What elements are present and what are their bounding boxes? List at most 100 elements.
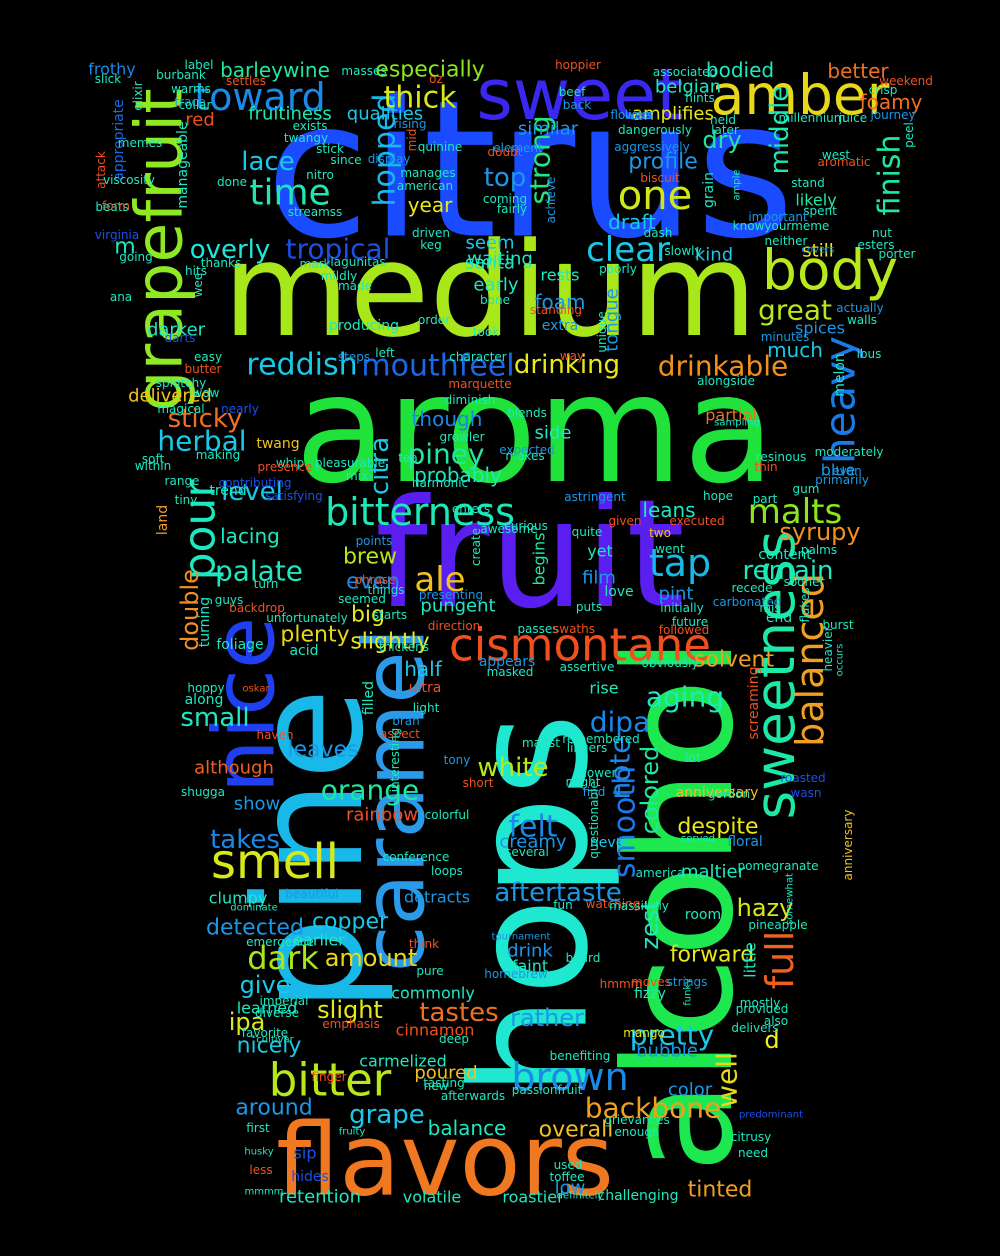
- word: red: [185, 110, 215, 131]
- word: twangy: [284, 131, 328, 145]
- word: flowers: [610, 108, 653, 122]
- word: end: [766, 610, 792, 626]
- word: licks: [625, 108, 651, 122]
- word: rather: [510, 1004, 584, 1032]
- word: melon: [832, 353, 848, 397]
- word: creamy: [499, 832, 567, 853]
- word: dash: [644, 226, 673, 240]
- word: rests: [540, 266, 579, 285]
- word: attack: [94, 151, 108, 189]
- word: find: [583, 785, 606, 799]
- word: assertive: [560, 660, 615, 674]
- word: palate: [215, 555, 303, 588]
- word: medium: [223, 214, 757, 366]
- word: manageable: [175, 121, 191, 208]
- word: create: [469, 528, 483, 566]
- word: juice: [838, 111, 867, 125]
- word: maltier: [681, 862, 746, 883]
- word: watching: [586, 897, 641, 911]
- word: m: [114, 235, 135, 260]
- word: made: [338, 279, 372, 293]
- word: crisp: [869, 83, 898, 97]
- word: predominant: [739, 1110, 803, 1121]
- word: makes: [505, 449, 544, 463]
- word: direction: [428, 619, 481, 633]
- word: roasted: [780, 771, 825, 785]
- word: hops: [437, 713, 624, 1097]
- word: dominate: [230, 903, 278, 914]
- word: grievances: [604, 1113, 670, 1127]
- word: evan: [832, 464, 861, 478]
- word: think: [409, 937, 439, 951]
- word: drink: [507, 941, 553, 962]
- word: pungent: [420, 596, 495, 617]
- word: resinous: [756, 450, 806, 464]
- word: acid: [289, 643, 318, 659]
- word: show: [234, 794, 281, 815]
- word: followed: [659, 623, 709, 637]
- word: gum: [793, 482, 820, 496]
- word: land: [155, 505, 171, 535]
- word: provided: [736, 1002, 789, 1016]
- word: pomegranate: [738, 859, 819, 873]
- word: unfortunately: [266, 611, 348, 625]
- word: slightly: [350, 630, 429, 655]
- word: balance: [428, 1116, 507, 1140]
- word: points: [356, 534, 393, 548]
- word: future: [672, 615, 708, 629]
- word: beautiful: [285, 887, 338, 901]
- word: bitterness: [325, 490, 515, 534]
- word: remain: [742, 556, 833, 586]
- word: little: [741, 942, 760, 978]
- word: bubble: [636, 1041, 698, 1062]
- word: manages: [400, 166, 455, 180]
- word: going: [119, 250, 153, 264]
- word: brew: [343, 545, 397, 570]
- word: tony: [444, 753, 471, 767]
- word: recede: [731, 581, 772, 595]
- word: small: [180, 703, 249, 733]
- word: reddish: [246, 348, 357, 383]
- word: enters: [452, 502, 490, 516]
- word: appears: [479, 654, 536, 670]
- word: wow: [193, 386, 220, 400]
- word: sip: [294, 1144, 317, 1163]
- word: note: [604, 736, 637, 799]
- word: clear: [586, 230, 670, 270]
- word: display: [368, 152, 411, 166]
- word: citrus: [265, 60, 794, 281]
- word: virginia: [95, 228, 139, 242]
- word: aftertaste: [494, 878, 621, 908]
- word: slowly: [664, 244, 701, 258]
- word: piney: [407, 438, 484, 471]
- word: need: [738, 1146, 768, 1160]
- word: spices: [795, 319, 845, 338]
- word: turn: [254, 577, 279, 591]
- word: yet: [587, 542, 613, 561]
- word: masked: [487, 665, 534, 679]
- word: solvent: [694, 648, 775, 673]
- word: carbonated: [713, 595, 782, 609]
- word: nice: [196, 617, 295, 794]
- word: sampling: [714, 418, 760, 429]
- word: board: [566, 951, 601, 965]
- word: forward: [670, 943, 754, 968]
- word: sooner: [784, 575, 825, 589]
- word: kind: [695, 245, 733, 266]
- word: swaths: [553, 622, 595, 636]
- word: biscuit: [640, 171, 680, 185]
- word: twang: [256, 436, 299, 452]
- word: stick: [316, 142, 344, 156]
- word: conference: [383, 850, 450, 864]
- word: dangerously: [618, 123, 692, 137]
- word: commonly: [391, 984, 475, 1003]
- word: less: [249, 1163, 272, 1177]
- word: belgian: [655, 77, 721, 98]
- word: tinted: [688, 1178, 753, 1203]
- word: mark: [300, 257, 331, 271]
- word: within: [135, 459, 171, 473]
- word: thick: [384, 81, 458, 116]
- word: phrase: [354, 573, 395, 587]
- word: short: [463, 776, 494, 790]
- word: collar: [179, 98, 212, 112]
